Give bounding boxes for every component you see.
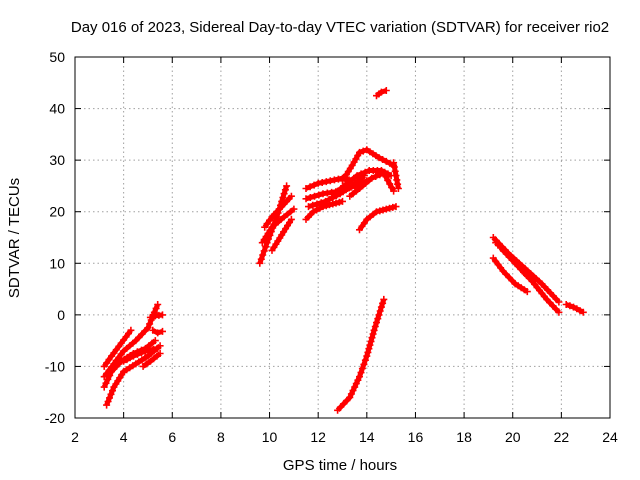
- series-arc-27: [492, 239, 529, 278]
- x-tick-label: 18: [456, 429, 472, 445]
- data-point-markers: [149, 326, 166, 337]
- x-tick-label: 2: [71, 429, 79, 445]
- data-marks: [100, 87, 587, 414]
- series-arc-19: [346, 169, 398, 200]
- data-point-markers: [268, 215, 295, 254]
- data-point-markers: [489, 254, 531, 296]
- series-arc-06: [139, 350, 164, 370]
- data-point-markers: [302, 197, 346, 223]
- series-arc-22: [390, 159, 402, 192]
- x-axis-label: GPS time / hours: [283, 457, 397, 474]
- x-tick-label: 16: [408, 429, 424, 445]
- data-point-markers: [356, 203, 400, 234]
- chart-title: Day 016 of 2023, Sidereal Day-to-day VTE…: [71, 19, 609, 36]
- data-point-markers: [305, 172, 368, 211]
- y-tick-label: -10: [45, 358, 65, 374]
- series-arc-08: [146, 311, 166, 321]
- y-tick-label: 50: [49, 49, 65, 65]
- series-arc-23: [334, 295, 388, 414]
- y-tick-label: 40: [49, 101, 65, 117]
- series-arc-25: [489, 254, 531, 296]
- data-point-markers: [373, 87, 390, 100]
- series-arc-16: [302, 197, 346, 223]
- x-tick-label: 22: [554, 429, 570, 445]
- y-axis-label: SDTVAR / TECUs: [6, 178, 23, 298]
- series-arc-20: [356, 203, 400, 234]
- y-tick-label: 20: [49, 204, 65, 220]
- data-point-markers: [100, 326, 135, 370]
- series-arc-18: [339, 146, 398, 185]
- y-tick-label: 0: [57, 307, 65, 323]
- series-arc-01: [100, 326, 135, 370]
- series-arc-21: [373, 87, 390, 100]
- series-arc-15: [305, 172, 368, 211]
- x-tick-label: 6: [168, 429, 176, 445]
- data-point-markers: [390, 159, 402, 192]
- data-point-markers: [100, 301, 162, 381]
- data-point-markers: [562, 301, 587, 316]
- x-tick-label: 10: [262, 429, 278, 445]
- y-tick-label: -20: [45, 410, 65, 426]
- x-tick-label: 4: [120, 429, 128, 445]
- x-tick-label: 8: [217, 429, 225, 445]
- series-arc-10: [258, 205, 298, 247]
- x-tick-label: 14: [359, 429, 375, 445]
- x-tick-label: 12: [310, 429, 326, 445]
- plot-frame: [74, 56, 611, 419]
- series-arc-11: [261, 192, 295, 231]
- data-point-markers: [146, 311, 166, 321]
- series-arc-28: [562, 301, 587, 316]
- data-point-markers: [261, 192, 295, 231]
- y-tick-label: 30: [49, 152, 65, 168]
- series-arc-07: [149, 326, 166, 337]
- series-arc-02: [100, 301, 162, 381]
- data-point-markers: [120, 344, 162, 365]
- data-point-markers: [492, 239, 529, 278]
- data-point-markers: [346, 169, 398, 200]
- data-point-markers: [339, 146, 398, 185]
- data-point-markers: [334, 295, 388, 414]
- x-tick-label: 20: [505, 429, 521, 445]
- x-tick-label: 24: [602, 429, 618, 445]
- y-tick-label: 10: [49, 255, 65, 271]
- data-point-markers: [258, 205, 298, 247]
- series-arc-05: [120, 344, 162, 365]
- series-arc-12: [268, 215, 295, 254]
- data-point-markers: [139, 350, 164, 370]
